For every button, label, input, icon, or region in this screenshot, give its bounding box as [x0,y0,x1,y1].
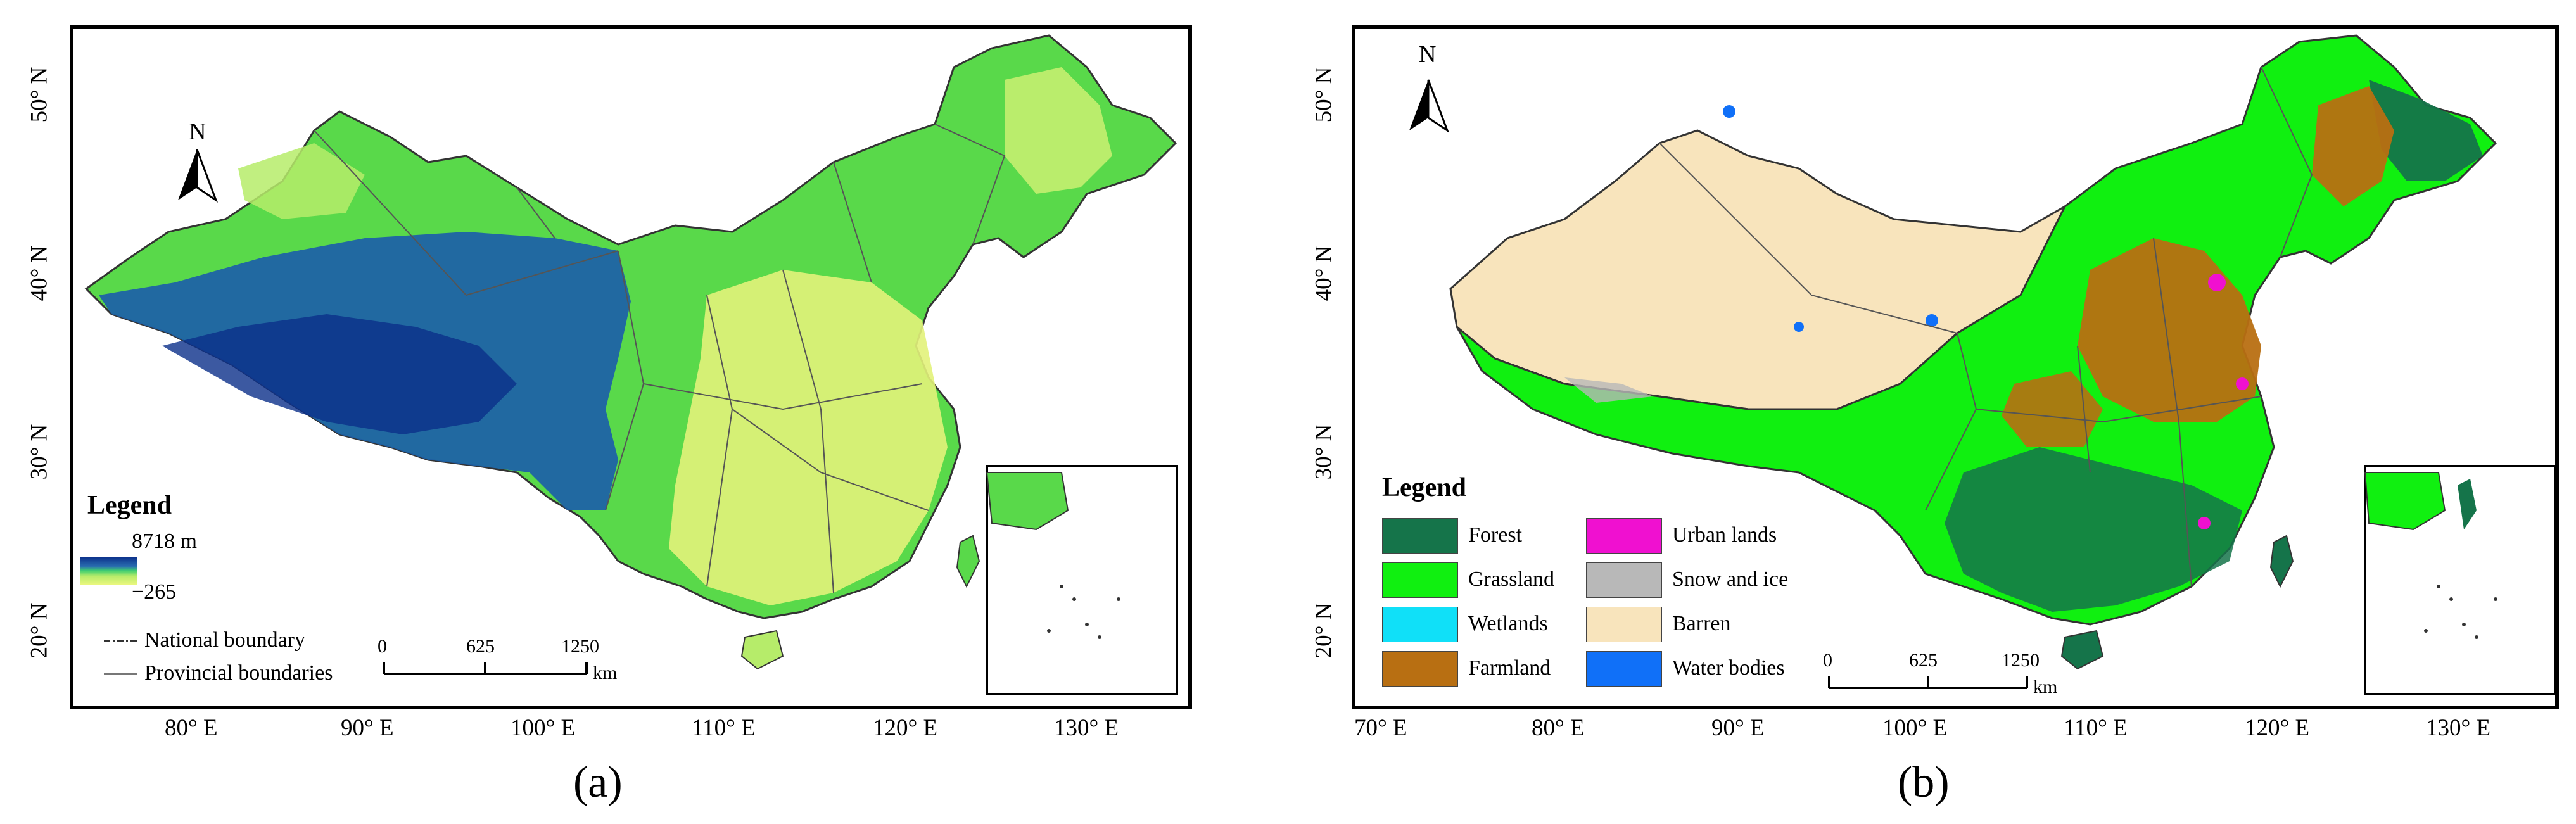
taiwan-b [2269,535,2294,588]
lat-tick-b-50: 50° N [1310,67,1337,123]
lon-tick-b-120: 120° E [2245,715,2310,741]
national-boundary-label: National boundary [144,628,305,652]
provincial-boundaries-b [1659,67,2313,587]
water-body-b [1723,105,1735,118]
panel-label-b: (b) [1898,758,1950,807]
lat-tick-a-30: 30° N [26,424,53,480]
landcover-map-b [1409,34,2555,695]
elevation-colorbar-a [80,557,137,585]
class-label-snow: Snow and ice [1672,567,1789,591]
class-label-barren: Barren [1672,612,1731,635]
swatch-forest [1382,518,1458,554]
hainan-b [2060,630,2104,670]
swatch-grassland [1382,562,1458,598]
scale-unit-a: km [593,662,618,683]
lon-tick-b-130: 130° E [2426,715,2491,741]
lon-tick-a-130: 130° E [1054,715,1119,741]
hainan-a [740,630,784,670]
provincial-boundary-label: Provincial boundaries [144,661,333,685]
scale-1250-b: 1250 [2002,650,2040,671]
scale-625-a: 625 [466,636,495,657]
class-label-water: Water bodies [1672,656,1785,680]
map-frame-a: Legend 8718 m −265 National boundary Pro… [70,25,1192,709]
northeast-plain-a [1005,67,1112,194]
south-china-sea-inset-a [986,465,1178,695]
lon-tick-b-100: 100° E [1882,715,1948,741]
legend-title-a: Legend [87,491,172,520]
lat-tick-b-30: 30° N [1310,424,1337,480]
swatch-urban [1586,518,1662,554]
scale-bar-b [1828,676,2028,689]
class-label-farmland: Farmland [1468,656,1551,680]
panel-label-a: (a) [573,758,623,807]
swatch-snow [1586,562,1662,598]
elevation-max-label: 8718 m [132,529,197,553]
swatch-barren [1586,607,1662,642]
forest-south-b [1945,447,2242,612]
class-label-forest: Forest [1468,523,1522,547]
grassland-region-b [1456,34,2497,626]
legend-title-b: Legend [1382,473,1467,502]
scale-bar-a [383,662,588,675]
elevation-min-label: −265 [132,580,177,604]
north-label-b: N [1419,41,1437,68]
lon-tick-b-90: 90° E [1711,715,1765,741]
lat-tick-b-20: 20° N [1310,602,1337,659]
scale-0-a: 0 [378,636,387,657]
map-frame-b: N Legend Forest Grassland Wetlands Farml… [1352,25,2559,709]
class-label-urban: Urban lands [1672,523,1777,547]
lon-tick-b-110: 110° E [2064,715,2128,741]
lat-tick-a-50: 50° N [26,67,53,123]
lon-tick-a-90: 90° E [341,715,394,741]
tarim-basin-a [238,143,365,219]
farmland-northeast-b [2312,86,2394,206]
lon-tick-b-80: 80° E [1532,715,1585,741]
class-label-grassland: Grassland [1468,567,1554,591]
swatch-wetlands [1382,607,1458,642]
lon-tick-b-70: 70° E [1354,715,1407,741]
north-arrow-b [1409,80,1428,130]
urban-spot-b [2208,274,2226,291]
forest-northeast-b [2369,80,2483,181]
elevation-map-a [80,34,1178,695]
north-arrow-a [178,149,197,200]
scale-1250-a: 1250 [561,636,599,657]
lat-tick-a-20: 20° N [26,602,53,659]
lon-tick-a-80: 80° E [165,715,218,741]
class-label-wetlands: Wetlands [1468,612,1548,635]
lon-tick-a-120: 120° E [873,715,938,741]
farmland-sichuan-b [2002,371,2103,447]
scale-625-b: 625 [1909,650,1938,671]
swatch-water [1586,651,1662,687]
tibet-core-a [162,314,517,434]
eastern-lowlands-a [669,270,948,605]
swatch-farmland [1382,651,1458,687]
lat-tick-a-40: 40° N [26,245,53,301]
scale-0-b: 0 [1823,650,1832,671]
scale-unit-b: km [2033,676,2058,697]
provincial-boundaries-a [314,124,1006,593]
snow-ice-b [1564,377,1653,403]
lon-tick-a-100: 100° E [511,715,576,741]
lat-tick-b-40: 40° N [1310,245,1337,301]
taiwan-a [956,535,980,588]
north-label-a: N [189,118,206,145]
lon-tick-a-110: 110° E [692,715,756,741]
